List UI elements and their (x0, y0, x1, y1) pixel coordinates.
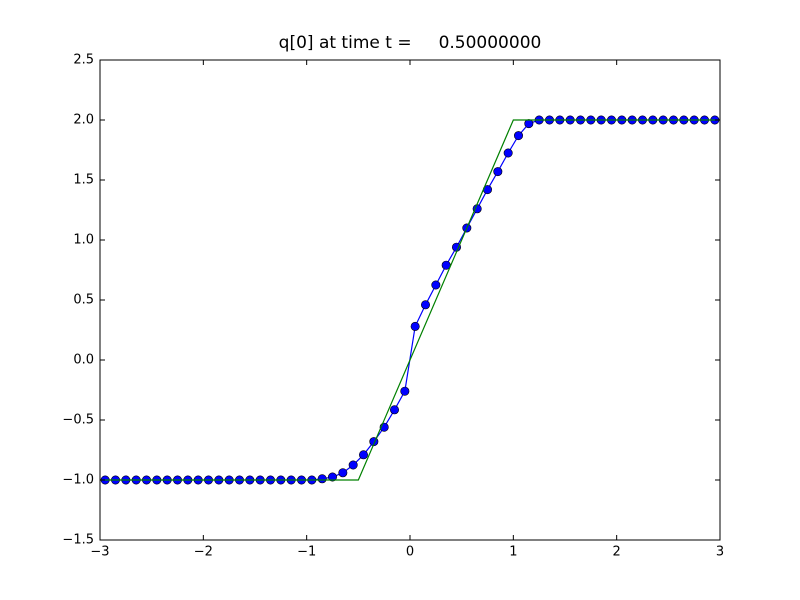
data-point (389, 405, 399, 415)
y-tick-label: −0.5 (62, 413, 94, 428)
data-point (513, 131, 523, 141)
y-tick-label: 2.5 (73, 53, 94, 68)
data-point (420, 300, 430, 310)
x-tick-label: −1 (297, 545, 316, 560)
chart-title: q[0] at time t = 0.50000000 (279, 33, 542, 53)
data-point (400, 386, 410, 396)
data-point (338, 468, 348, 478)
y-tick-label: 0.0 (73, 353, 94, 368)
y-tick-label: 1.0 (73, 233, 94, 248)
data-point (431, 280, 441, 290)
data-point (317, 474, 327, 484)
y-tick-label: −1.0 (62, 473, 94, 488)
x-tick-label: −2 (194, 545, 213, 560)
data-point (327, 472, 337, 482)
x-tick-label: 2 (613, 545, 621, 560)
series-line (100, 119, 720, 481)
x-tick-label: 3 (716, 545, 724, 560)
y-tick-label: 0.5 (73, 293, 94, 308)
x-tick-label: 1 (509, 545, 517, 560)
data-point (493, 167, 503, 177)
data-point (503, 148, 513, 158)
y-tick-label: −1.5 (62, 533, 94, 548)
data-point (358, 450, 368, 460)
x-tick-label: −3 (90, 545, 109, 560)
y-tick-label: 2.0 (73, 113, 94, 128)
data-point (524, 119, 534, 129)
data-point (348, 460, 358, 470)
y-tick-label: 1.5 (73, 173, 94, 188)
x-tick-label: 0 (406, 545, 414, 560)
data-point (410, 321, 420, 331)
